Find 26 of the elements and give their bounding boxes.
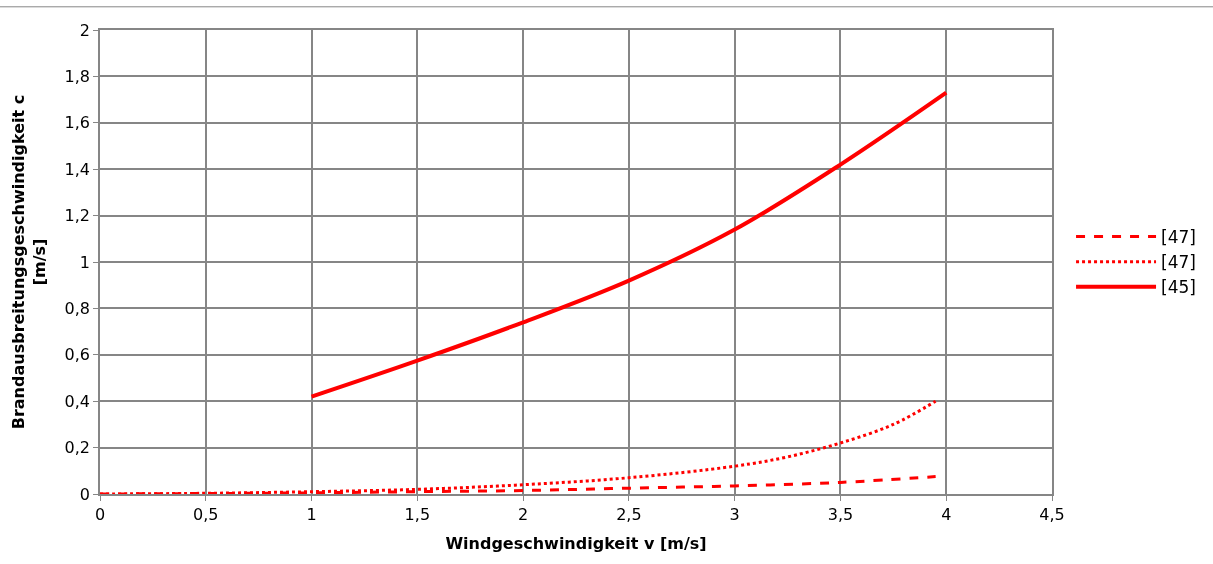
x-tick-label: 3	[729, 504, 740, 524]
y-tick-label: 0,2	[64, 438, 91, 458]
y-tick-label: 0,8	[64, 299, 91, 318]
y-axis-title: Brandausbreitungsgeschwindigkeit c [m/s]	[9, 94, 49, 430]
y-tick-label: 1	[79, 252, 91, 272]
legend-label: [45]	[1161, 277, 1196, 298]
y-tick-label: 1,4	[64, 159, 91, 179]
x-tick-label: 4	[941, 504, 952, 524]
y-tick-label: 1,8	[64, 67, 91, 86]
x-tick-label: 2,5	[616, 504, 642, 524]
x-tick-label: 2	[518, 504, 529, 524]
x-tick-label: 0,5	[193, 504, 219, 524]
x-tick-label: 4,5	[1039, 504, 1065, 524]
x-tick-label: 0	[94, 504, 106, 524]
y-tick-label: 0	[79, 484, 91, 504]
y-tick-label: 1,2	[64, 206, 91, 226]
legend-label: [47]	[1161, 252, 1196, 273]
y-tick-label: 0,6	[64, 345, 91, 365]
x-tick-label: 1	[306, 504, 317, 524]
legend-label: [47]	[1161, 227, 1196, 248]
x-tick-label: 1,5	[404, 504, 431, 524]
y-tick-label: 1,6	[64, 113, 91, 133]
x-axis-title: Windgeschwindigkeit v [m/s]	[445, 534, 707, 554]
y-tick-label: 2	[79, 20, 91, 40]
y-tick-label: 0,4	[64, 391, 91, 411]
x-tick-label: 3,5	[827, 504, 854, 524]
